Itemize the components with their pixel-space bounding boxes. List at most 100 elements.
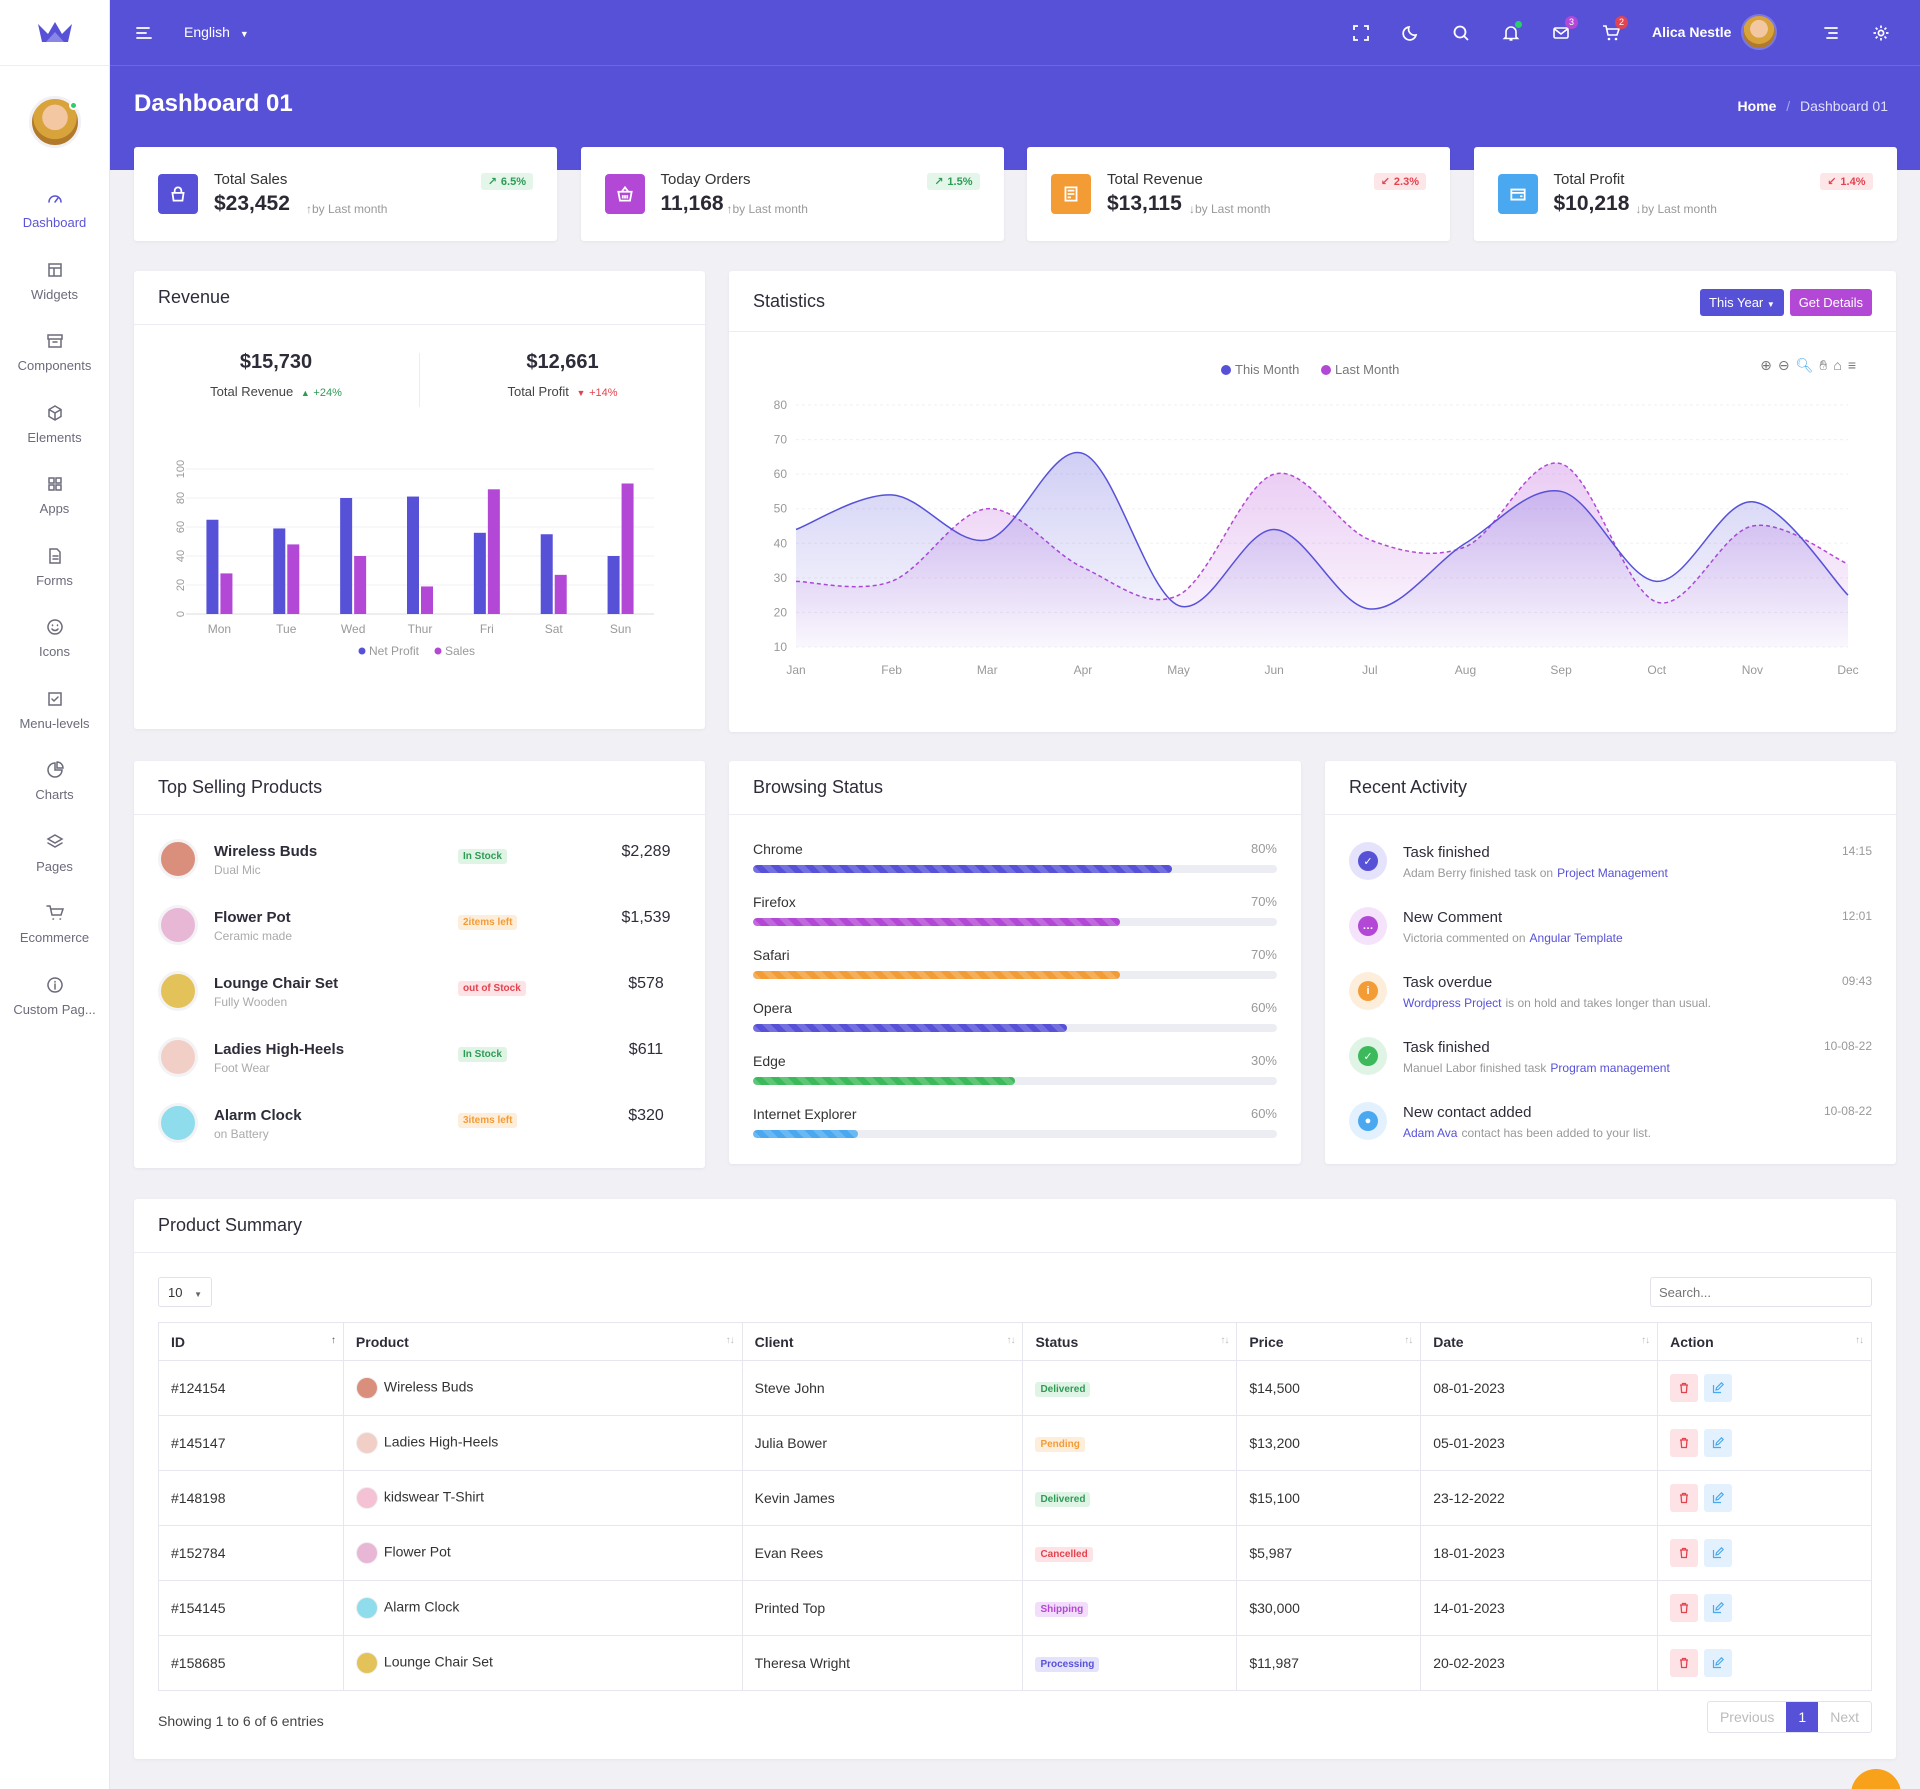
- edit-button[interactable]: [1704, 1539, 1733, 1567]
- product-subtitle: Ceramic made: [214, 929, 293, 943]
- sidebar-item-charts[interactable]: Charts: [0, 746, 109, 818]
- zoom-out-icon[interactable]: ⊖: [1777, 357, 1790, 373]
- legend-label[interactable]: Sales: [445, 644, 475, 658]
- menu-toggle-icon[interactable]: [136, 26, 152, 40]
- user-menu[interactable]: Alica Nestle: [1652, 14, 1778, 50]
- activity-title: New contact added: [1403, 1104, 1532, 1121]
- pagination-page-1[interactable]: 1: [1786, 1702, 1819, 1732]
- table-search-input[interactable]: [1650, 1277, 1872, 1307]
- search-icon[interactable]: [1452, 24, 1470, 42]
- legend-label[interactable]: Net Profit: [369, 644, 420, 658]
- activity-item: … New Comment Victoria commented on Angular…: [1349, 905, 1872, 970]
- x-tick-label: Wed: [341, 622, 365, 636]
- breadcrumb-home[interactable]: Home: [1737, 98, 1777, 114]
- bar-sales[interactable]: [421, 586, 433, 614]
- pagination-next[interactable]: Next: [1830, 1709, 1859, 1725]
- bar-net-profit[interactable]: [473, 532, 486, 614]
- settings-fab[interactable]: [1851, 1769, 1901, 1789]
- activity-link[interactable]: Project Management: [1557, 866, 1668, 880]
- cart-button[interactable]: 2: [1602, 16, 1628, 42]
- page-size-select[interactable]: 10 ▼: [158, 1277, 212, 1307]
- sidebar-item-pages[interactable]: Pages: [0, 818, 109, 890]
- bar-net-profit[interactable]: [206, 519, 219, 614]
- product-row[interactable]: Wireless Buds Dual Mic In Stock $2,289: [158, 831, 681, 897]
- series-line-this-month[interactable]: [795, 451, 1849, 610]
- home-reset-icon[interactable]: ⌂: [1833, 357, 1842, 373]
- column-header-action[interactable]: Action ↑↓: [1657, 1322, 1872, 1361]
- sidebar-item-widgets[interactable]: Widgets: [0, 246, 109, 318]
- sidebar-item-custom-pag[interactable]: Custom Pag...: [0, 961, 109, 1033]
- bar-sales[interactable]: [354, 556, 367, 614]
- bar-sales[interactable]: [220, 573, 233, 614]
- sidebar-item-label: Apps: [39, 501, 70, 517]
- column-header-product[interactable]: Product ↑↓: [342, 1322, 743, 1361]
- delete-button[interactable]: [1670, 1649, 1699, 1677]
- sidebar-item-elements[interactable]: Elements: [0, 389, 109, 461]
- sidebar-item-components[interactable]: Components: [0, 317, 109, 389]
- bar-net-profit[interactable]: [607, 556, 620, 614]
- user-name: Alica Nestle: [1652, 24, 1732, 40]
- bar-sales[interactable]: [287, 544, 300, 614]
- bar-net-profit[interactable]: [407, 496, 419, 614]
- sidebar-item-icons[interactable]: Icons: [0, 603, 109, 675]
- edit-button[interactable]: [1704, 1649, 1733, 1677]
- logo[interactable]: [0, 0, 109, 66]
- delete-button[interactable]: [1670, 1484, 1699, 1512]
- page-size-value: 10: [168, 1285, 183, 1300]
- sidebar-item-forms[interactable]: Forms: [0, 532, 109, 604]
- get-details-button[interactable]: Get Details: [1789, 289, 1872, 316]
- sidebar-item-dashboard[interactable]: Dashboard: [0, 174, 109, 246]
- language-selector[interactable]: English ▼: [184, 24, 249, 40]
- column-header-id[interactable]: ID ↑: [158, 1322, 344, 1361]
- bar-net-profit[interactable]: [273, 528, 286, 614]
- legend-label[interactable]: This Month: [1235, 362, 1299, 377]
- sidebar-item-ecommerce[interactable]: Ecommerce: [0, 889, 109, 961]
- activity-link[interactable]: Program management: [1550, 1061, 1670, 1075]
- product-row[interactable]: Flower Pot Ceramic made 2items left $1,539: [158, 897, 681, 963]
- zoom-in-icon[interactable]: ⊕: [1760, 357, 1772, 373]
- fullscreen-icon[interactable]: [1352, 24, 1370, 42]
- cell-status: Processing: [1022, 1635, 1238, 1691]
- bar-sales[interactable]: [621, 483, 634, 615]
- legend-label[interactable]: Last Month: [1335, 362, 1399, 377]
- activity-link[interactable]: Wordpress Project: [1403, 996, 1502, 1010]
- activity-link[interactable]: Adam Ava: [1403, 1126, 1458, 1140]
- pagination-previous[interactable]: Previous: [1719, 1709, 1775, 1725]
- edit-button[interactable]: [1704, 1374, 1733, 1402]
- delete-button[interactable]: [1670, 1374, 1699, 1402]
- bar-sales[interactable]: [487, 489, 500, 614]
- chart-menu-icon[interactable]: ≡: [1847, 357, 1856, 373]
- bell-button[interactable]: [1502, 21, 1522, 42]
- moon-icon[interactable]: [1402, 24, 1420, 42]
- gear-icon[interactable]: [1872, 24, 1890, 42]
- sidebar-avatar[interactable]: [28, 96, 81, 148]
- column-header-price[interactable]: Price ↑↓: [1236, 1322, 1422, 1361]
- product-row[interactable]: Ladies High-Heels Foot Wear In Stock $611: [158, 1029, 681, 1095]
- delete-button[interactable]: [1670, 1429, 1699, 1457]
- edit-button[interactable]: [1704, 1594, 1733, 1622]
- total-profit-summary: $12,661 Total Profit ▼ +14%: [420, 351, 705, 399]
- sidebar-item-menu-levels[interactable]: Menu-levels: [0, 675, 109, 747]
- up-arrow-icon: ▲: [300, 388, 310, 398]
- product-row[interactable]: Lounge Chair Set Fully Wooden out of Stock…: [158, 963, 681, 1029]
- sidebar-item-apps[interactable]: Apps: [0, 460, 109, 532]
- crown-logo-icon: [37, 21, 72, 42]
- bar-sales[interactable]: [554, 574, 567, 614]
- pan-hand-icon[interactable]: ✋︎: [1819, 357, 1828, 373]
- bar-net-profit[interactable]: [340, 498, 353, 614]
- activity-link[interactable]: Angular Template: [1529, 931, 1623, 945]
- this-year-dropdown[interactable]: This Year ▼: [1700, 289, 1784, 316]
- column-header-label: Client: [754, 1333, 794, 1350]
- edit-button[interactable]: [1704, 1429, 1733, 1457]
- magnifier-icon[interactable]: 🔍︎: [1795, 357, 1814, 373]
- product-row[interactable]: Alarm Clock on Battery 3items left $320: [158, 1095, 681, 1161]
- bar-net-profit[interactable]: [540, 534, 553, 614]
- column-header-client[interactable]: Client ↑↓: [741, 1322, 1024, 1361]
- mail-button[interactable]: 3: [1552, 16, 1578, 42]
- align-right-icon[interactable]: [1822, 24, 1840, 42]
- delete-button[interactable]: [1670, 1594, 1699, 1622]
- edit-button[interactable]: [1704, 1484, 1733, 1512]
- column-header-status[interactable]: Status ↑↓: [1022, 1322, 1238, 1361]
- column-header-date[interactable]: Date ↑↓: [1420, 1322, 1659, 1361]
- delete-button[interactable]: [1670, 1539, 1699, 1567]
